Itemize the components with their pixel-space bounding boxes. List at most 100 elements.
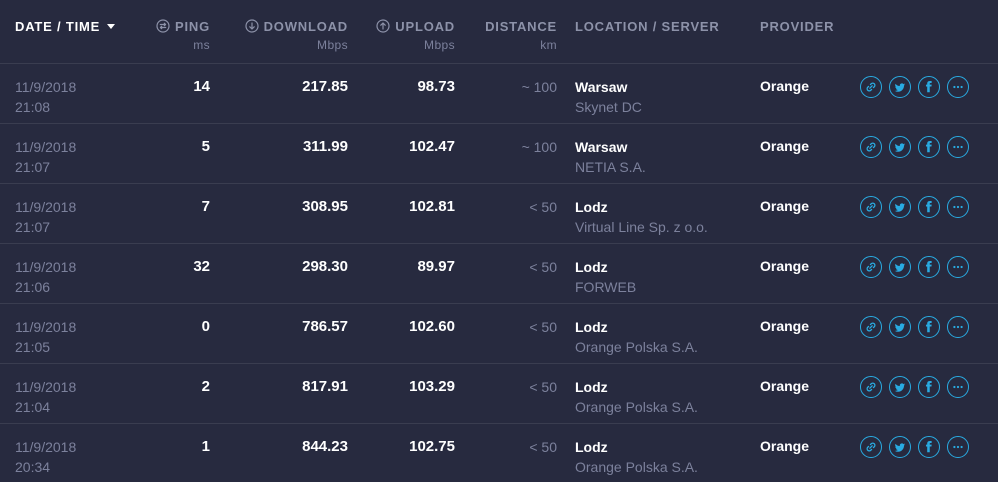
column-header-location: LOCATION / SERVER	[557, 0, 742, 63]
provider-value: Orange	[760, 78, 810, 94]
ellipsis-icon	[953, 445, 963, 449]
twitter-icon	[894, 203, 906, 212]
upload-value: 103.29	[409, 378, 455, 395]
download-unit-label: Mbps	[317, 38, 348, 52]
facebook-share-button[interactable]	[918, 196, 940, 218]
facebook-share-button[interactable]	[918, 436, 940, 458]
time-value: 21:05	[15, 339, 51, 355]
date-value: 11/9/2018	[15, 259, 77, 275]
time-value: 21:06	[15, 279, 51, 295]
more-options-button[interactable]	[947, 316, 969, 338]
more-options-button[interactable]	[947, 196, 969, 218]
copy-link-button[interactable]	[860, 376, 882, 398]
download-value: 786.57	[302, 318, 348, 335]
ellipsis-icon	[953, 265, 963, 269]
share-actions	[842, 424, 998, 482]
more-options-button[interactable]	[947, 256, 969, 278]
ping-header-label: PING	[175, 19, 210, 34]
more-options-button[interactable]	[947, 376, 969, 398]
ellipsis-icon	[953, 145, 963, 149]
link-icon	[866, 322, 876, 332]
column-header-date-time[interactable]: DATE / TIME	[0, 0, 150, 63]
twitter-share-button[interactable]	[889, 436, 911, 458]
download-value: 298.30	[302, 258, 348, 275]
table-row: 11/9/2018 21:07 5 311.99 102.47 ~ 100 Wa…	[0, 123, 998, 183]
ping-unit-label: ms	[193, 38, 210, 52]
date-time-header-label: DATE / TIME	[15, 19, 101, 34]
location-server-cell: Lodz Orange Polska S.A.	[557, 364, 742, 423]
twitter-icon	[894, 323, 906, 332]
date-value: 11/9/2018	[15, 139, 77, 155]
date-value: 11/9/2018	[15, 199, 77, 215]
twitter-share-button[interactable]	[889, 196, 911, 218]
facebook-icon	[925, 200, 932, 213]
share-actions	[842, 124, 998, 183]
distance-value: < 50	[529, 439, 557, 455]
provider-value: Orange	[760, 138, 810, 154]
copy-link-button[interactable]	[860, 436, 882, 458]
share-actions	[842, 304, 998, 363]
copy-link-button[interactable]	[860, 316, 882, 338]
provider-header-label: PROVIDER	[760, 19, 835, 34]
more-options-button[interactable]	[947, 136, 969, 158]
twitter-share-button[interactable]	[889, 76, 911, 98]
link-icon	[866, 262, 876, 272]
link-icon	[866, 82, 876, 92]
more-options-button[interactable]	[947, 76, 969, 98]
link-icon	[866, 442, 876, 452]
distance-value: ~ 100	[521, 139, 557, 155]
share-actions	[842, 244, 998, 303]
facebook-share-button[interactable]	[918, 136, 940, 158]
facebook-share-button[interactable]	[918, 316, 940, 338]
facebook-share-button[interactable]	[918, 376, 940, 398]
table-row: 11/9/2018 20:34 1 844.23 102.75 < 50 Lod…	[0, 423, 998, 482]
twitter-share-button[interactable]	[889, 376, 911, 398]
server-name: Orange Polska S.A.	[575, 459, 698, 475]
upload-header-label: UPLOAD	[395, 19, 455, 34]
ping-value: 2	[201, 378, 210, 395]
copy-link-button[interactable]	[860, 256, 882, 278]
twitter-icon	[894, 143, 906, 152]
download-value: 817.91	[302, 378, 348, 395]
facebook-share-button[interactable]	[918, 256, 940, 278]
twitter-share-button[interactable]	[889, 256, 911, 278]
distance-header-label: DISTANCE	[485, 19, 557, 34]
column-header-provider: PROVIDER	[742, 0, 842, 63]
distance-value: < 50	[529, 259, 557, 275]
upload-value: 102.81	[409, 198, 455, 215]
date-value: 11/9/2018	[15, 439, 77, 455]
location-server-cell: Lodz Orange Polska S.A.	[557, 424, 742, 482]
share-actions	[842, 184, 998, 243]
ping-value: 5	[201, 138, 210, 155]
copy-link-button[interactable]	[860, 76, 882, 98]
column-header-download: DOWNLOAD Mbps	[210, 0, 348, 63]
time-value: 21:07	[15, 159, 51, 175]
location-server-cell: Lodz FORWEB	[557, 244, 742, 303]
time-value: 20:34	[15, 459, 51, 475]
sort-caret-icon	[107, 24, 116, 29]
location-city: Lodz	[575, 379, 608, 395]
table-body: 11/9/2018 21:08 14 217.85 98.73 ~ 100 Wa…	[0, 63, 998, 482]
location-server-cell: Warsaw NETIA S.A.	[557, 124, 742, 183]
ping-value: 0	[201, 318, 210, 335]
copy-link-button[interactable]	[860, 136, 882, 158]
distance-value: ~ 100	[521, 79, 557, 95]
server-name: Orange Polska S.A.	[575, 399, 698, 415]
share-actions	[842, 364, 998, 423]
download-value: 311.99	[302, 138, 348, 155]
download-header-label: DOWNLOAD	[263, 19, 348, 34]
date-value: 11/9/2018	[15, 79, 77, 95]
ping-value: 1	[201, 438, 210, 455]
ping-icon	[156, 19, 170, 33]
time-value: 21:08	[15, 99, 51, 115]
upload-icon	[376, 19, 390, 33]
more-options-button[interactable]	[947, 436, 969, 458]
upload-value: 98.73	[417, 78, 455, 95]
twitter-share-button[interactable]	[889, 136, 911, 158]
twitter-share-button[interactable]	[889, 316, 911, 338]
location-server-cell: Lodz Orange Polska S.A.	[557, 304, 742, 363]
column-header-ping: PING ms	[150, 0, 210, 63]
ping-value: 14	[193, 78, 210, 95]
facebook-share-button[interactable]	[918, 76, 940, 98]
copy-link-button[interactable]	[860, 196, 882, 218]
